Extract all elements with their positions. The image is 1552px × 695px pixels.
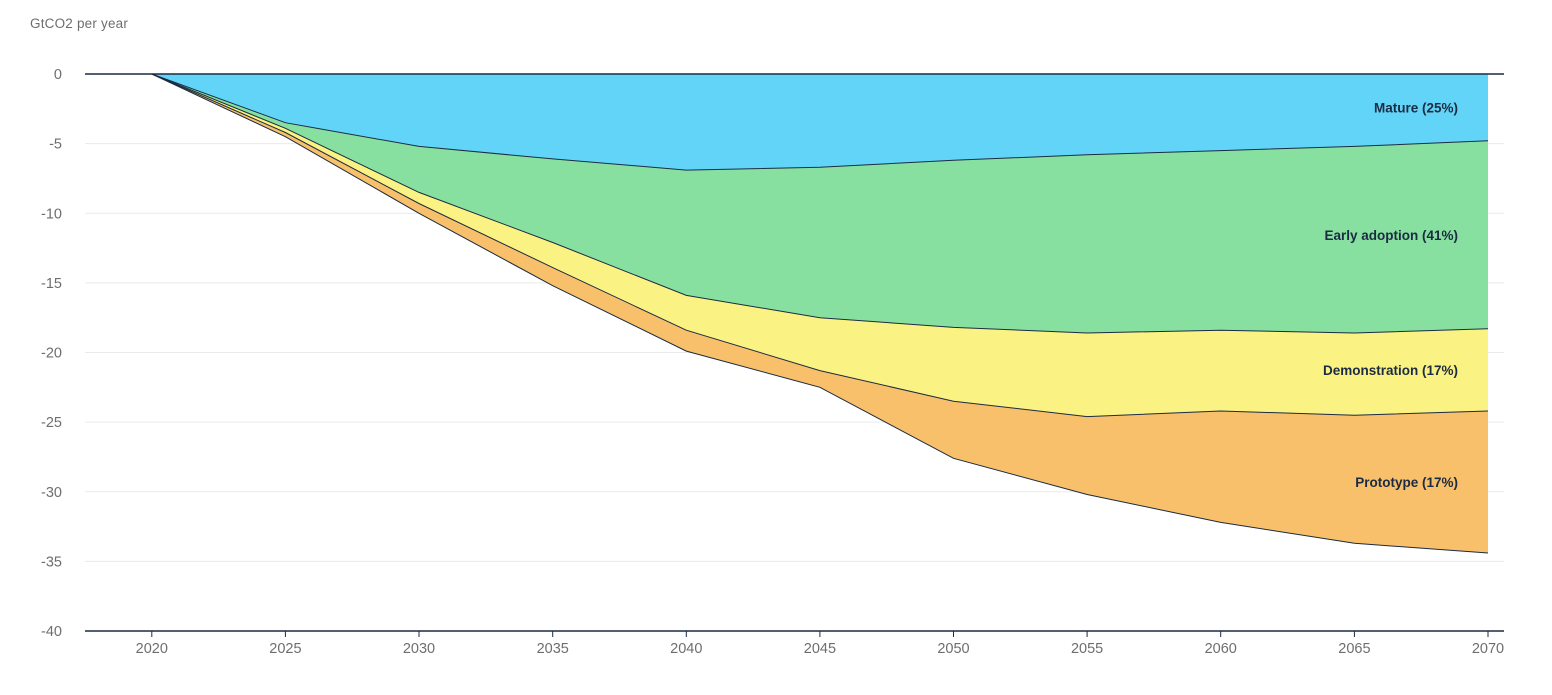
y-tick-label: -40: [41, 624, 62, 640]
x-tick-label: 2070: [1472, 641, 1504, 657]
boundary-line-prototype: [98, 73, 1489, 554]
x-tick-label: 2025: [269, 641, 301, 657]
x-tick-label: 2045: [804, 641, 836, 657]
x-tick-label: 2040: [670, 641, 702, 657]
area-demonstration: [98, 74, 1488, 417]
x-tick-label: 2035: [537, 641, 569, 657]
series-label-early-adoption: Early adoption (41%): [1324, 228, 1458, 243]
boundary-line-early-adoption: [98, 73, 1489, 334]
y-tick-label: -5: [49, 137, 62, 153]
boundary-line-demonstration: [98, 73, 1489, 418]
series-label-prototype: Prototype (17%): [1355, 475, 1458, 490]
area-early-adoption: [98, 74, 1488, 333]
series-label-mature: Mature (25%): [1374, 100, 1458, 115]
x-tick-label: 2055: [1071, 641, 1103, 657]
series-label-demonstration: Demonstration (17%): [1323, 363, 1458, 378]
y-tick-label: -25: [41, 415, 62, 431]
x-tick-label: 2030: [403, 641, 435, 657]
x-tick-label: 2060: [1205, 641, 1237, 657]
y-tick-label: -15: [41, 276, 62, 292]
x-tick-label: 2020: [136, 641, 168, 657]
x-tick-label: 2065: [1338, 641, 1370, 657]
y-tick-label: -35: [41, 554, 62, 570]
y-tick-label: 0: [54, 67, 62, 83]
y-tick-label: -30: [41, 485, 62, 501]
area-prototype: [98, 74, 1488, 553]
y-tick-label: -20: [41, 346, 62, 362]
area-mature: [98, 74, 1488, 171]
y-tick-label: -10: [41, 206, 62, 222]
y-axis-title: GtCO2 per year: [30, 16, 129, 31]
x-tick-label: 2050: [937, 641, 969, 657]
boundary-line-mature: [98, 73, 1489, 171]
